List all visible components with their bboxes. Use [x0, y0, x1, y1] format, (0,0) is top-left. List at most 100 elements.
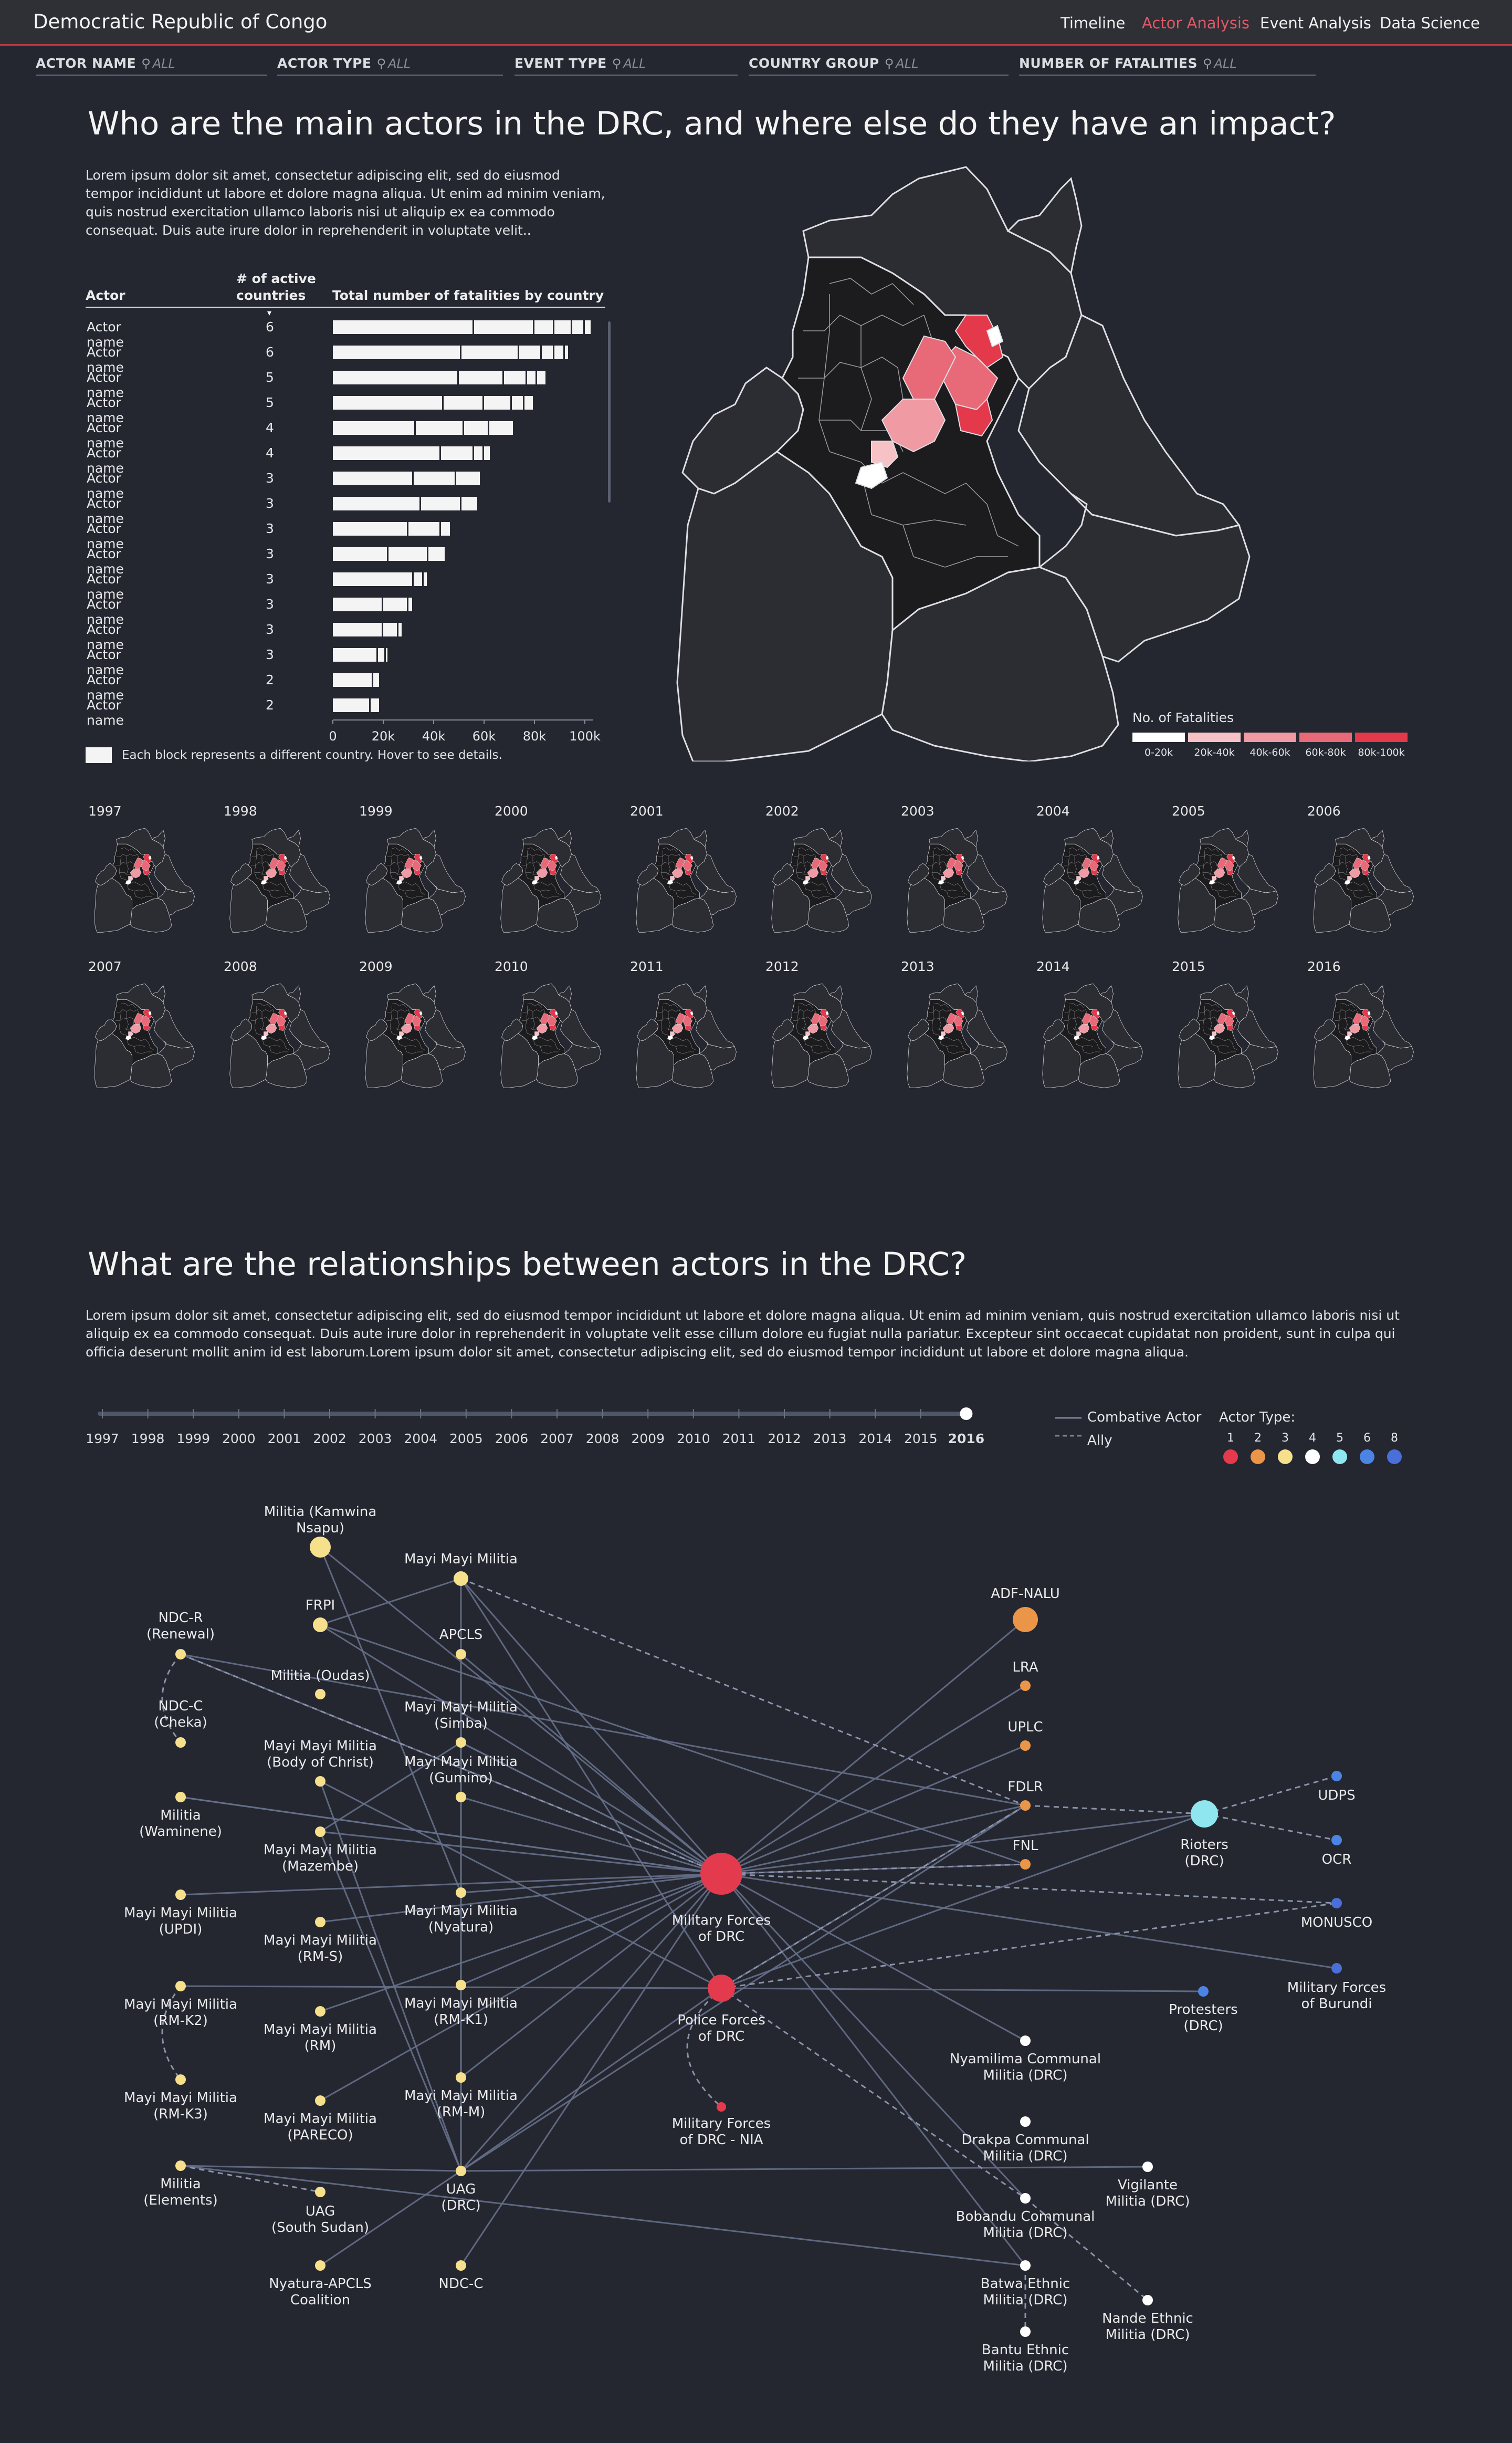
country-block[interactable]: [333, 648, 377, 662]
year-mini-map[interactable]: [364, 827, 469, 937]
network-node[interactable]: [708, 1975, 735, 2002]
year-mini-map[interactable]: [906, 827, 1011, 937]
country-block[interactable]: [383, 623, 397, 636]
country-block[interactable]: [333, 320, 472, 334]
network-node[interactable]: [175, 1889, 186, 1900]
network-node[interactable]: [315, 2006, 326, 2017]
country-block[interactable]: [459, 371, 503, 384]
country-block[interactable]: [461, 497, 478, 510]
country-block[interactable]: [408, 522, 440, 536]
country-block[interactable]: [428, 547, 445, 561]
network-node[interactable]: [456, 1792, 466, 1802]
filter-number-of-fatalities[interactable]: NUMBER OF FATALITIES ⚲ ALL: [1019, 56, 1316, 76]
country-block[interactable]: [333, 522, 407, 536]
year-mini-map[interactable]: [771, 827, 876, 937]
nav-actor-analysis[interactable]: Actor Analysis: [1142, 14, 1250, 32]
filter-actor-name[interactable]: ACTOR NAME ⚲ ALL: [36, 56, 267, 76]
year-mini-map[interactable]: [635, 982, 740, 1092]
year-mini-map[interactable]: [229, 827, 334, 937]
country-block[interactable]: [489, 421, 513, 435]
network-node[interactable]: [175, 1981, 186, 1991]
country-block[interactable]: [534, 320, 553, 334]
country-block[interactable]: [333, 346, 460, 359]
country-block[interactable]: [564, 346, 569, 359]
country-block[interactable]: [416, 421, 463, 435]
year-mini-map[interactable]: [364, 982, 469, 1092]
country-block[interactable]: [511, 396, 523, 410]
network-node[interactable]: [315, 2260, 326, 2271]
network-node[interactable]: [1191, 1800, 1218, 1828]
actor-relationship-network[interactable]: [0, 1481, 1512, 2384]
network-node[interactable]: [1331, 1771, 1342, 1781]
country-block[interactable]: [554, 346, 563, 359]
country-block[interactable]: [333, 396, 443, 410]
country-block[interactable]: [333, 673, 372, 687]
country-block[interactable]: [441, 446, 472, 460]
network-node[interactable]: [1142, 2295, 1153, 2305]
year-mini-map[interactable]: [1042, 982, 1147, 1092]
year-mini-map[interactable]: [500, 827, 605, 937]
country-block[interactable]: [542, 346, 553, 359]
network-node[interactable]: [315, 1689, 326, 1699]
country-block[interactable]: [388, 547, 427, 561]
network-node[interactable]: [1020, 2260, 1031, 2271]
network-node[interactable]: [700, 1853, 742, 1895]
country-block[interactable]: [456, 472, 480, 485]
country-block[interactable]: [572, 320, 583, 334]
country-block[interactable]: [474, 446, 482, 460]
country-block[interactable]: [519, 346, 541, 359]
network-node[interactable]: [456, 1649, 466, 1659]
network-node[interactable]: [1331, 1835, 1342, 1845]
country-block[interactable]: [527, 371, 536, 384]
country-block[interactable]: [554, 320, 571, 334]
country-block[interactable]: [474, 320, 533, 334]
country-block[interactable]: [464, 421, 488, 435]
network-node[interactable]: [310, 1537, 331, 1558]
filter-event-type[interactable]: EVENT TYPE ⚲ ALL: [514, 56, 738, 76]
column-header-countries[interactable]: # of active: [236, 271, 316, 286]
network-node[interactable]: [1331, 1898, 1342, 1908]
year-mini-map[interactable]: [1177, 982, 1282, 1092]
nav-event-analysis[interactable]: Event Analysis: [1260, 14, 1371, 32]
network-node[interactable]: [1020, 2193, 1031, 2204]
network-node[interactable]: [717, 2102, 726, 2112]
country-block[interactable]: [421, 497, 460, 510]
network-node[interactable]: [456, 2072, 466, 2083]
country-block[interactable]: [423, 572, 427, 586]
year-mini-map[interactable]: [771, 982, 876, 1092]
network-node[interactable]: [1142, 2162, 1153, 2172]
network-node[interactable]: [315, 1917, 326, 1927]
network-node[interactable]: [315, 2095, 326, 2106]
country-block[interactable]: [371, 698, 380, 712]
country-block[interactable]: [333, 446, 440, 460]
network-node[interactable]: [175, 2074, 186, 2085]
country-block[interactable]: [333, 572, 412, 586]
network-node[interactable]: [1020, 1740, 1031, 1751]
country-block[interactable]: [537, 371, 545, 384]
year-mini-map[interactable]: [1312, 827, 1418, 937]
country-block[interactable]: [444, 396, 482, 410]
network-node[interactable]: [456, 2260, 466, 2271]
country-block[interactable]: [413, 572, 422, 586]
network-node[interactable]: [1020, 1680, 1031, 1691]
country-block[interactable]: [333, 472, 412, 485]
year-mini-map[interactable]: [229, 982, 334, 1092]
network-node[interactable]: [315, 1776, 326, 1787]
network-node[interactable]: [315, 1826, 326, 1837]
country-block[interactable]: [385, 648, 387, 662]
year-mini-map[interactable]: [906, 982, 1011, 1092]
country-block[interactable]: [504, 371, 526, 384]
network-node[interactable]: [175, 1737, 186, 1748]
country-block[interactable]: [524, 396, 533, 410]
network-node[interactable]: [456, 1737, 466, 1748]
network-node[interactable]: [1020, 2035, 1031, 2046]
drc-choropleth-map[interactable]: [672, 158, 1260, 761]
network-node[interactable]: [1020, 2326, 1031, 2337]
column-header-actor[interactable]: Actor: [86, 288, 125, 303]
network-node[interactable]: [175, 2160, 186, 2171]
country-block[interactable]: [484, 446, 490, 460]
filter-actor-type[interactable]: ACTOR TYPE ⚲ ALL: [277, 56, 503, 76]
country-block[interactable]: [585, 320, 591, 334]
year-mini-map[interactable]: [1042, 827, 1147, 937]
network-node[interactable]: [175, 1792, 186, 1802]
